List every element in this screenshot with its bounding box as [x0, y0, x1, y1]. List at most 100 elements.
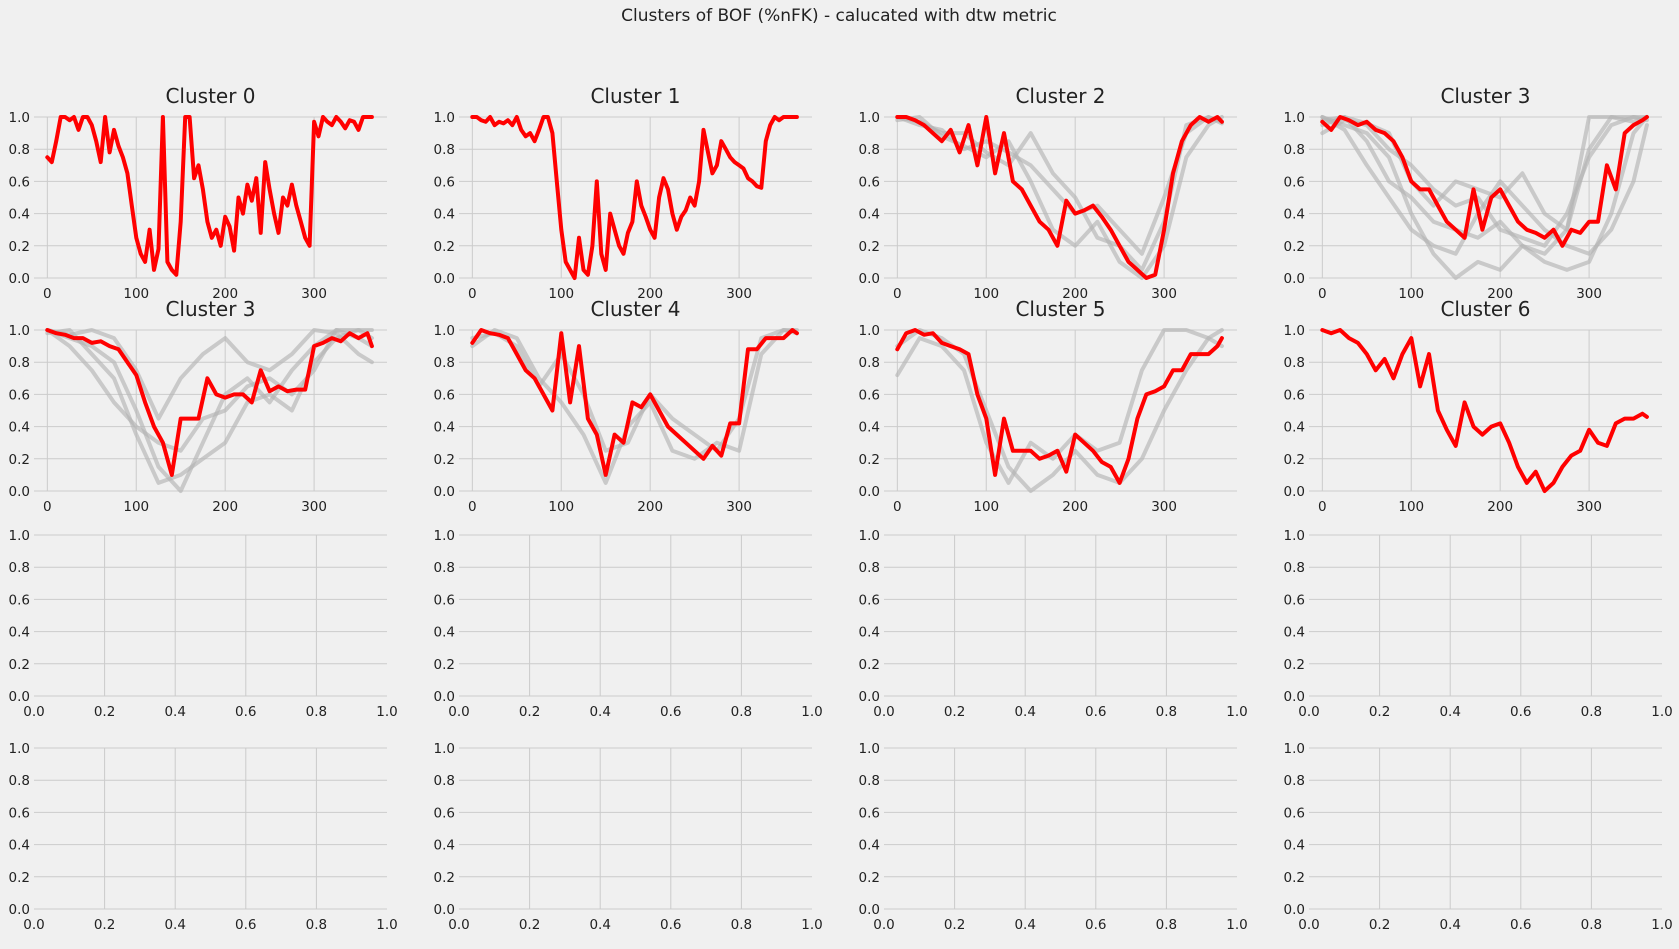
y-tick-label: 1.0 — [859, 741, 880, 757]
subplot-8: 0.0 0.2 0.4 0.6 0.8 1.0 0.0 0.2 0.4 0.6 0.8 1.0 — [9, 528, 398, 720]
y-tick-label: 0.4 — [434, 207, 455, 223]
x-tick-label: 300 — [1576, 499, 1602, 515]
x-tick-label: 200 — [212, 499, 238, 515]
y-tick-label: 0.8 — [859, 560, 880, 576]
y-tick-label: 1.0 — [434, 323, 455, 339]
y-tick-label: 1.0 — [434, 528, 455, 544]
x-tick-label: 0.6 — [1510, 704, 1531, 720]
x-tick-label: 0.6 — [1085, 917, 1106, 933]
x-tick-label: 200 — [637, 499, 663, 515]
x-tick-label: 1.0 — [1226, 917, 1247, 933]
x-tick-label: 100 — [973, 286, 999, 302]
y-tick-label: 0.6 — [1284, 592, 1305, 608]
x-tick-label: 0.4 — [1439, 917, 1460, 933]
y-tick-label: 0.0 — [1284, 271, 1305, 287]
x-tick-label: 100 — [123, 286, 149, 302]
x-tick-label: 0.2 — [1369, 917, 1390, 933]
x-tick-label: 100 — [973, 499, 999, 515]
y-tick-label: 0.6 — [859, 387, 880, 403]
y-tick-label: 0.0 — [859, 484, 880, 500]
x-tick-label: 0.4 — [164, 917, 185, 933]
subplot-title: Cluster 3 — [1440, 84, 1530, 108]
x-tick-label: 200 — [212, 286, 238, 302]
y-tick-label: 0.0 — [1284, 902, 1305, 918]
subplot-title: Cluster 6 — [1440, 297, 1530, 321]
y-tick-label: 1.0 — [859, 323, 880, 339]
y-tick-label: 0.0 — [859, 271, 880, 287]
y-tick-label: 0.8 — [859, 142, 880, 158]
subplot-7: 0.0 0.2 0.4 0.6 0.8 1.0 0 100 200 300 Cluster 6 — [1284, 297, 1662, 515]
x-tick-label: 0.6 — [1510, 917, 1531, 933]
member-line — [895, 328, 1224, 493]
y-tick-label: 0.4 — [1284, 625, 1305, 641]
x-tick-label: 100 — [123, 499, 149, 515]
x-tick-label: 300 — [726, 499, 752, 515]
y-tick-label: 1.0 — [9, 528, 30, 544]
x-tick-label: 200 — [637, 286, 663, 302]
y-tick-label: 0.0 — [9, 484, 30, 500]
x-tick-label: 0.8 — [731, 704, 752, 720]
member-line — [45, 328, 374, 453]
x-tick-label: 0.0 — [873, 704, 894, 720]
x-tick-label: 1.0 — [376, 917, 397, 933]
y-tick-label: 1.0 — [9, 323, 30, 339]
subplot-14: 0.0 0.2 0.4 0.6 0.8 1.0 0.0 0.2 0.4 0.6 0.8 1.0 — [859, 741, 1248, 933]
y-tick-label: 1.0 — [1284, 110, 1305, 126]
x-tick-label: 1.0 — [1226, 704, 1247, 720]
y-tick-label: 0.2 — [1284, 657, 1305, 673]
x-tick-label: 1.0 — [801, 704, 822, 720]
subplot-title: Cluster 2 — [1015, 84, 1105, 108]
x-tick-label: 0.2 — [94, 917, 115, 933]
x-tick-label: 0.2 — [944, 704, 965, 720]
x-tick-label: 0 — [43, 499, 52, 515]
x-tick-label: 0.8 — [1156, 917, 1177, 933]
x-tick-label: 300 — [1151, 286, 1177, 302]
y-tick-label: 0.0 — [434, 484, 455, 500]
member-line — [1320, 115, 1649, 256]
y-tick-label: 0.8 — [434, 142, 455, 158]
y-tick-label: 0.6 — [859, 592, 880, 608]
y-tick-label: 0.4 — [434, 420, 455, 436]
x-tick-label: 0.4 — [589, 917, 610, 933]
subplot-0: 0.0 0.2 0.4 0.6 0.8 1.0 0 100 200 300 Cluster 0 — [9, 84, 387, 302]
centroid-line — [470, 328, 799, 477]
member-line — [470, 328, 799, 453]
y-tick-label: 0.8 — [859, 773, 880, 789]
y-tick-label: 0.4 — [1284, 207, 1305, 223]
x-tick-label: 0.0 — [448, 917, 469, 933]
y-tick-label: 0.4 — [9, 838, 30, 854]
y-tick-label: 0.2 — [1284, 239, 1305, 255]
x-tick-label: 0.0 — [873, 917, 894, 933]
subplot-1: 0.0 0.2 0.4 0.6 0.8 1.0 0 100 200 300 Cluster 1 — [434, 84, 812, 302]
y-tick-label: 0.4 — [1284, 838, 1305, 854]
y-tick-label: 0.0 — [859, 902, 880, 918]
x-tick-label: 100 — [548, 499, 574, 515]
y-tick-label: 0.2 — [1284, 452, 1305, 468]
member-line — [1320, 115, 1649, 272]
y-tick-label: 0.6 — [9, 805, 30, 821]
y-tick-label: 0.0 — [1284, 689, 1305, 705]
member-line — [895, 328, 1224, 485]
member-line — [1320, 115, 1649, 232]
centroid-line — [45, 115, 374, 277]
centroid-line — [470, 115, 799, 280]
member-line — [1320, 115, 1649, 248]
x-tick-label: 0.0 — [23, 704, 44, 720]
y-tick-label: 0.8 — [1284, 560, 1305, 576]
centroid-line — [895, 115, 1224, 280]
y-tick-label: 0.4 — [1284, 420, 1305, 436]
y-tick-label: 0.6 — [1284, 174, 1305, 190]
x-tick-label: 300 — [301, 286, 327, 302]
x-tick-label: 0.8 — [1581, 704, 1602, 720]
subplot-title: Cluster 0 — [165, 84, 255, 108]
y-tick-label: 0.8 — [1284, 142, 1305, 158]
x-tick-label: 0.6 — [235, 704, 256, 720]
y-tick-label: 0.6 — [434, 174, 455, 190]
x-tick-label: 0.6 — [660, 704, 681, 720]
x-tick-label: 0.0 — [448, 704, 469, 720]
y-tick-label: 0.6 — [859, 174, 880, 190]
y-tick-label: 0.0 — [434, 271, 455, 287]
x-tick-label: 0.2 — [519, 917, 540, 933]
x-tick-label: 0.2 — [1369, 704, 1390, 720]
